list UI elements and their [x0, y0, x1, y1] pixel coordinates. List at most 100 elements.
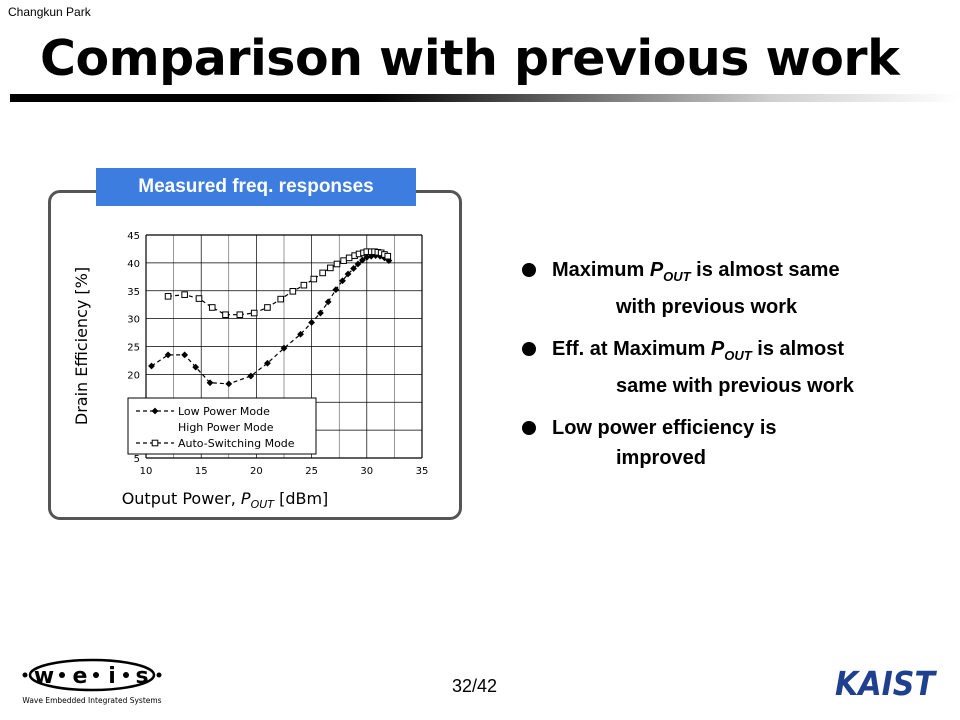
weis-logo: w e i s Wave Embedded Integrated Systems — [22, 658, 162, 705]
bullet-item: Maximum POUT is almost same with previou… — [520, 255, 940, 322]
kaist-logo: KAIST — [835, 664, 937, 701]
panel-tab-label: Measured freq. responses — [96, 168, 416, 206]
data-point — [385, 257, 393, 265]
data-point — [339, 277, 346, 285]
author-name: Changkun Park — [8, 5, 91, 19]
bullet-var: P — [649, 259, 664, 281]
data-point — [289, 288, 297, 295]
chart-legend: Low Power Mode High Power Mode Auto-Switch… — [127, 397, 317, 455]
x-axis-label-var: P — [241, 489, 251, 508]
chart-panel — [48, 190, 462, 520]
y-tick-label: 25 — [127, 343, 140, 354]
data-point — [332, 286, 340, 294]
data-point — [208, 304, 216, 311]
y-tick-label: 20 — [127, 370, 140, 381]
data-point — [148, 362, 155, 370]
bullet-text-line2: improved — [616, 447, 707, 469]
data-point — [181, 351, 189, 359]
x-tick-label: 25 — [305, 466, 318, 477]
data-point — [277, 295, 284, 303]
data-point — [340, 257, 347, 264]
legend-label: High Power Mode — [178, 421, 274, 434]
bullet-dot-icon — [522, 342, 536, 356]
slide-title: Comparison with previous work — [40, 30, 900, 87]
data-point — [367, 252, 375, 260]
bullet-text: is almost — [751, 338, 844, 360]
bullet-list: Maximum POUT is almost same with previou… — [520, 255, 940, 485]
data-point — [333, 260, 341, 268]
data-point — [310, 275, 318, 283]
series-low-power-mode — [148, 252, 393, 388]
bullet-text-line2: with previous work — [616, 296, 798, 318]
weis-logo-letter: e — [73, 664, 88, 689]
x-axis-label-suffix: [dBm] — [274, 489, 328, 508]
x-axis-label-prefix: Output Power, — [122, 489, 241, 508]
x-tick-label: 30 — [360, 466, 373, 477]
data-point — [319, 269, 326, 277]
bullet-text: is almost same — [690, 259, 840, 281]
data-point — [297, 330, 304, 338]
x-tick-label: 10 — [140, 466, 153, 477]
data-point — [206, 379, 214, 387]
data-point — [324, 298, 332, 306]
data-point — [151, 439, 159, 447]
bullet-text: Eff. at Maximum — [552, 338, 711, 360]
series-auto-switching-mode — [164, 248, 392, 319]
series-line — [151, 254, 390, 385]
y-tick-label: 35 — [127, 287, 140, 298]
legend-label: Auto-Switching Mode — [178, 437, 295, 450]
weis-logo-letter: w — [34, 664, 54, 689]
bullet-item: Low power efficiency is improved — [520, 413, 940, 473]
x-tick-label: 15 — [195, 466, 208, 477]
weis-logo-letter: i — [108, 664, 116, 689]
data-point — [344, 270, 352, 278]
y-tick-label: 30 — [127, 315, 140, 326]
bullet-text: Low power efficiency is — [552, 417, 777, 439]
efficiency-chart: 10152025303551015202530354045 Low Power … — [72, 231, 429, 511]
y-tick-label: 45 — [127, 231, 140, 242]
data-point — [280, 344, 288, 352]
data-point — [164, 293, 172, 300]
legend-label: Low Power Mode — [178, 405, 270, 418]
y-axis-label: Drain Efficiency [%] — [72, 267, 91, 425]
data-point — [247, 372, 255, 380]
y-tick-label: 5 — [134, 454, 140, 465]
chart-series — [148, 248, 393, 388]
bullet-item: Eff. at Maximum POUT is almost same with… — [520, 334, 940, 401]
data-point — [300, 281, 308, 289]
bullet-sub: OUT — [724, 348, 752, 363]
x-tick-label: 35 — [416, 466, 429, 477]
data-point — [222, 311, 229, 319]
title-underline — [10, 94, 960, 102]
data-point — [358, 256, 366, 264]
data-point — [345, 254, 353, 262]
data-point — [384, 252, 392, 260]
x-tick-label: 20 — [250, 466, 263, 477]
data-point — [225, 380, 233, 388]
data-point — [350, 265, 357, 272]
weis-logo-caption: Wave Embedded Integrated Systems — [22, 696, 161, 705]
data-point — [308, 319, 315, 326]
bullet-sub: OUT — [663, 269, 691, 284]
data-point — [250, 309, 258, 317]
data-point — [195, 295, 203, 302]
x-axis-label-sub: OUT — [251, 498, 276, 511]
data-point — [192, 363, 200, 371]
legend-box — [127, 397, 317, 455]
data-point — [181, 291, 188, 298]
kaist-logo-text: KAIST — [835, 664, 937, 701]
bullet-var: P — [710, 338, 725, 360]
data-point — [317, 309, 324, 317]
y-tick-label: 40 — [127, 259, 140, 270]
x-axis-label: Output Power, POUT [dBm] — [122, 489, 329, 511]
weis-logo-letter: s — [135, 664, 148, 689]
data-point — [327, 264, 334, 272]
page-number: 32/42 — [452, 676, 498, 696]
bullet-dot-icon — [522, 263, 536, 277]
bullet-text-line2: same with previous work — [616, 375, 854, 397]
bullet-text: Maximum — [552, 259, 650, 281]
data-point — [236, 311, 244, 319]
data-point — [264, 304, 271, 311]
data-point — [354, 260, 362, 268]
bullet-dot-icon — [522, 421, 536, 435]
